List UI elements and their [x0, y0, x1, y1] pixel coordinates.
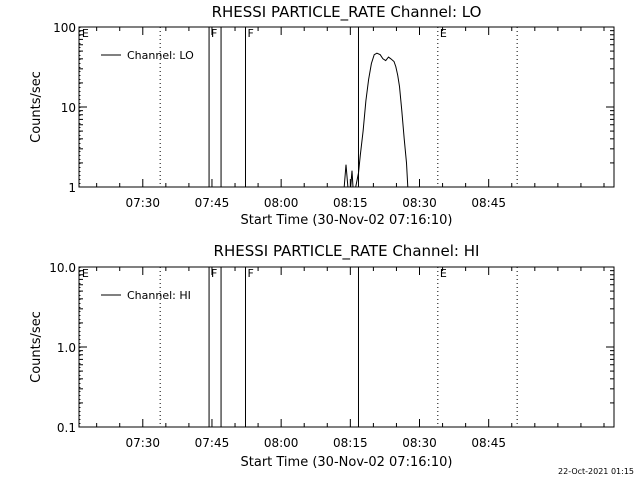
- x-axis-label-0: Start Time (30-Nov-02 07:16:10): [241, 213, 453, 228]
- y-tick-label-0: 1: [68, 181, 76, 195]
- x-tick-label-0: 08:30: [402, 196, 437, 210]
- series-line-0-0: [343, 52, 409, 188]
- x-tick-label-1: 08:45: [471, 436, 506, 450]
- y-tick-label-1: 0.1: [57, 421, 76, 435]
- x-tick-label-1: 07:30: [125, 436, 160, 450]
- x-tick-label-0: 07:30: [125, 196, 160, 210]
- event-marker-label-0: E: [440, 27, 447, 40]
- y-axis-label-1: Counts/sec: [29, 311, 44, 383]
- x-axis-label-1: Start Time (30-Nov-02 07:16:10): [241, 455, 453, 470]
- x-tick-label-1: 08:30: [402, 436, 437, 450]
- event-marker-label-1: F: [247, 267, 253, 280]
- timestamp: 22-Oct-2021 01:15: [558, 467, 634, 476]
- event-marker-label-0: F: [211, 27, 217, 40]
- y-tick-label-1: 1.0: [57, 341, 76, 355]
- y-tick-label-0: 100: [53, 21, 76, 35]
- chart-title-1: RHESSI PARTICLE_RATE Channel: HI: [214, 242, 480, 261]
- y-tick-label-1: 10.0: [49, 261, 76, 275]
- x-tick-label-1: 08:15: [333, 436, 368, 450]
- legend-label-1: Channel: HI: [127, 289, 191, 302]
- legend-label-0: Channel: LO: [127, 49, 194, 62]
- event-marker-label-0: E: [82, 27, 89, 40]
- y-axis-label-0: Counts/sec: [29, 71, 44, 143]
- x-tick-label-0: 07:45: [195, 196, 230, 210]
- event-marker-label-1: E: [82, 267, 89, 280]
- event-marker-label-0: F: [247, 27, 253, 40]
- event-marker-label-1: F: [211, 267, 217, 280]
- x-tick-label-1: 07:45: [195, 436, 230, 450]
- chart-title-0: RHESSI PARTICLE_RATE Channel: LO: [212, 3, 482, 22]
- x-tick-label-0: 08:15: [333, 196, 368, 210]
- event-marker-label-1: E: [440, 267, 447, 280]
- x-tick-label-0: 08:45: [471, 196, 506, 210]
- y-tick-label-0: 10: [61, 101, 76, 115]
- x-tick-label-0: 08:00: [264, 196, 299, 210]
- x-tick-label-1: 08:00: [264, 436, 299, 450]
